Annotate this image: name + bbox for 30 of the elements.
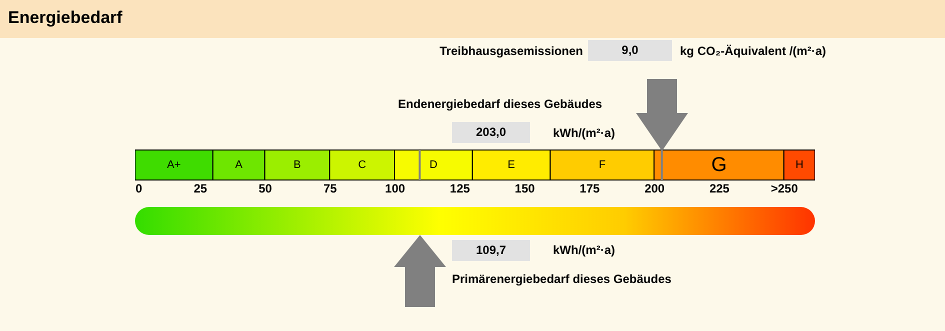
series-label: G <box>711 154 727 176</box>
x-tick-label: 100 <box>385 182 406 196</box>
series-label: A <box>235 159 244 171</box>
text: 203,0 <box>452 122 530 143</box>
x-tick-label: 125 <box>450 182 470 196</box>
text: 109,7 <box>452 240 530 261</box>
chart-title: Energiebedarf <box>8 8 122 28</box>
series-label: F <box>598 159 606 171</box>
x-tick-label: >250 <box>770 182 798 196</box>
text: kg CO₂-Äquivalent /(m²·a) <box>680 44 826 58</box>
series-label: C <box>358 159 366 171</box>
series-label: D <box>429 159 438 171</box>
x-tick-label: 150 <box>514 182 536 196</box>
x-tick-label: 200 <box>644 182 665 196</box>
text: kWh/(m²·a) <box>553 126 615 140</box>
x-tick-label: 225 <box>709 182 730 196</box>
x-tick-label: 75 <box>323 182 338 196</box>
series-label: A+ <box>167 159 181 171</box>
text: Endenergiebedarf dieses Gebäudes <box>398 97 602 111</box>
text: Treibhausgasemissionen <box>440 44 583 58</box>
x-tick-label: 175 <box>580 182 600 196</box>
text: 9,0 <box>588 40 672 61</box>
x-tick-label: 0 <box>136 182 142 196</box>
x-tick-label: 50 <box>258 182 272 196</box>
x-tick-label: 25 <box>194 182 208 196</box>
text: Primärenergiebedarf dieses Gebäudes <box>452 272 672 286</box>
series-label: B <box>294 159 301 171</box>
series-label: E <box>508 159 516 171</box>
text: kWh/(m²·a) <box>553 243 615 257</box>
series-label: H <box>795 159 804 171</box>
